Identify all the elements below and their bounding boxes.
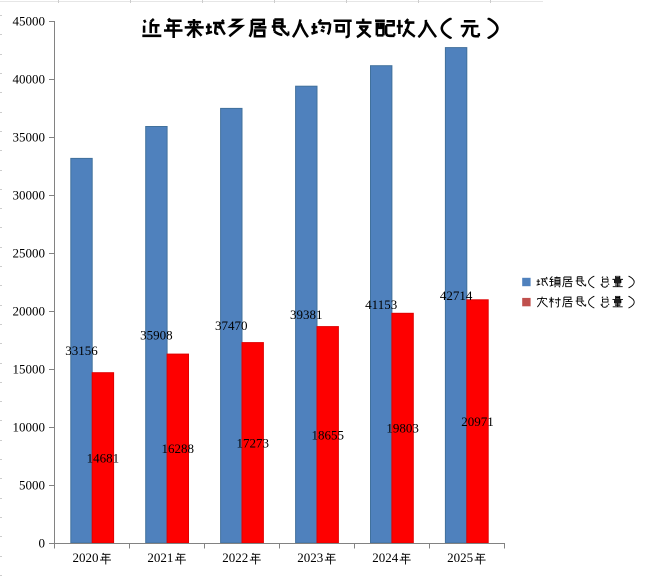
svg-text:0: 0 [39, 536, 46, 551]
svg-text:20000: 20000 [13, 304, 46, 319]
svg-text:35908: 35908 [140, 327, 173, 342]
svg-text:40000: 40000 [13, 72, 46, 87]
svg-text:14681: 14681 [87, 450, 120, 465]
svg-text:2024: 2024 [372, 550, 399, 565]
svg-text:5000: 5000 [19, 478, 45, 493]
svg-text:17273: 17273 [236, 435, 269, 450]
svg-text:2020: 2020 [73, 550, 99, 565]
svg-text:15000: 15000 [13, 362, 46, 377]
svg-text:2025: 2025 [447, 550, 473, 565]
svg-text:37470: 37470 [215, 318, 248, 333]
svg-text:10000: 10000 [13, 420, 46, 435]
svg-text:20971: 20971 [461, 414, 494, 429]
svg-text:25000: 25000 [13, 246, 46, 261]
svg-text:2021: 2021 [147, 550, 173, 565]
svg-text:41153: 41153 [365, 297, 397, 312]
svg-text:2022: 2022 [222, 550, 248, 565]
svg-text:42714: 42714 [440, 288, 473, 303]
svg-text:35000: 35000 [13, 130, 46, 145]
svg-text:30000: 30000 [13, 188, 46, 203]
svg-text:33156: 33156 [65, 343, 98, 358]
svg-text:19803: 19803 [386, 421, 419, 436]
svg-text:18655: 18655 [311, 427, 344, 442]
svg-text:39381: 39381 [290, 307, 323, 322]
svg-text:16288: 16288 [162, 441, 195, 456]
svg-text:2023: 2023 [297, 550, 323, 565]
svg-text:45000: 45000 [13, 14, 46, 29]
